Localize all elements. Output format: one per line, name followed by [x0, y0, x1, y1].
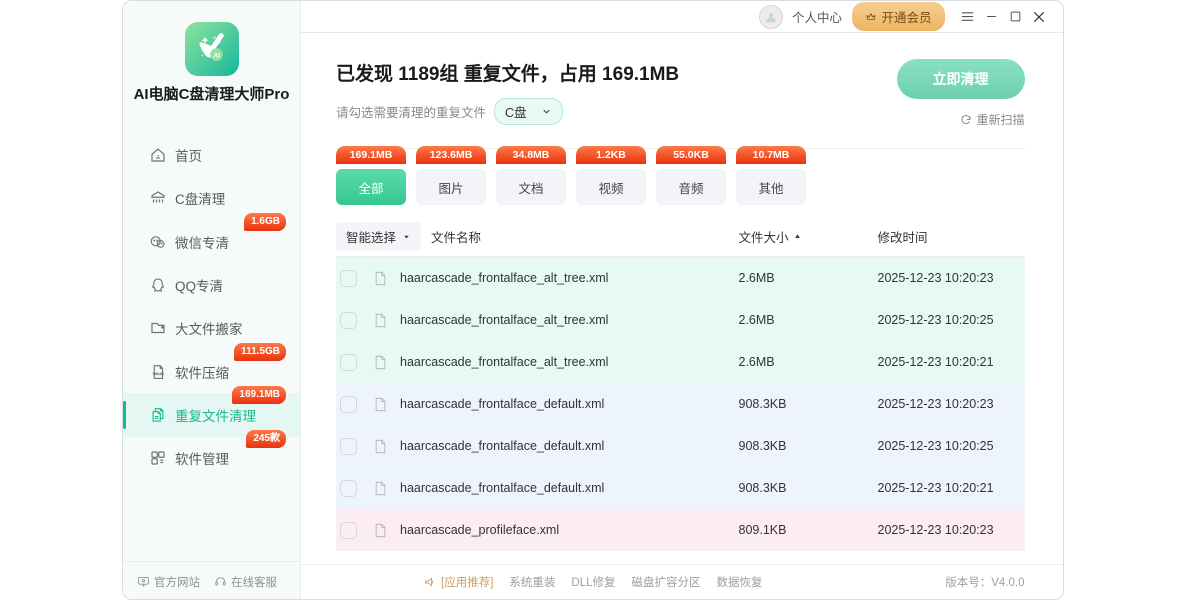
svg-text:Winzip: Winzip [153, 372, 164, 376]
svg-text:AI: AI [212, 52, 220, 59]
